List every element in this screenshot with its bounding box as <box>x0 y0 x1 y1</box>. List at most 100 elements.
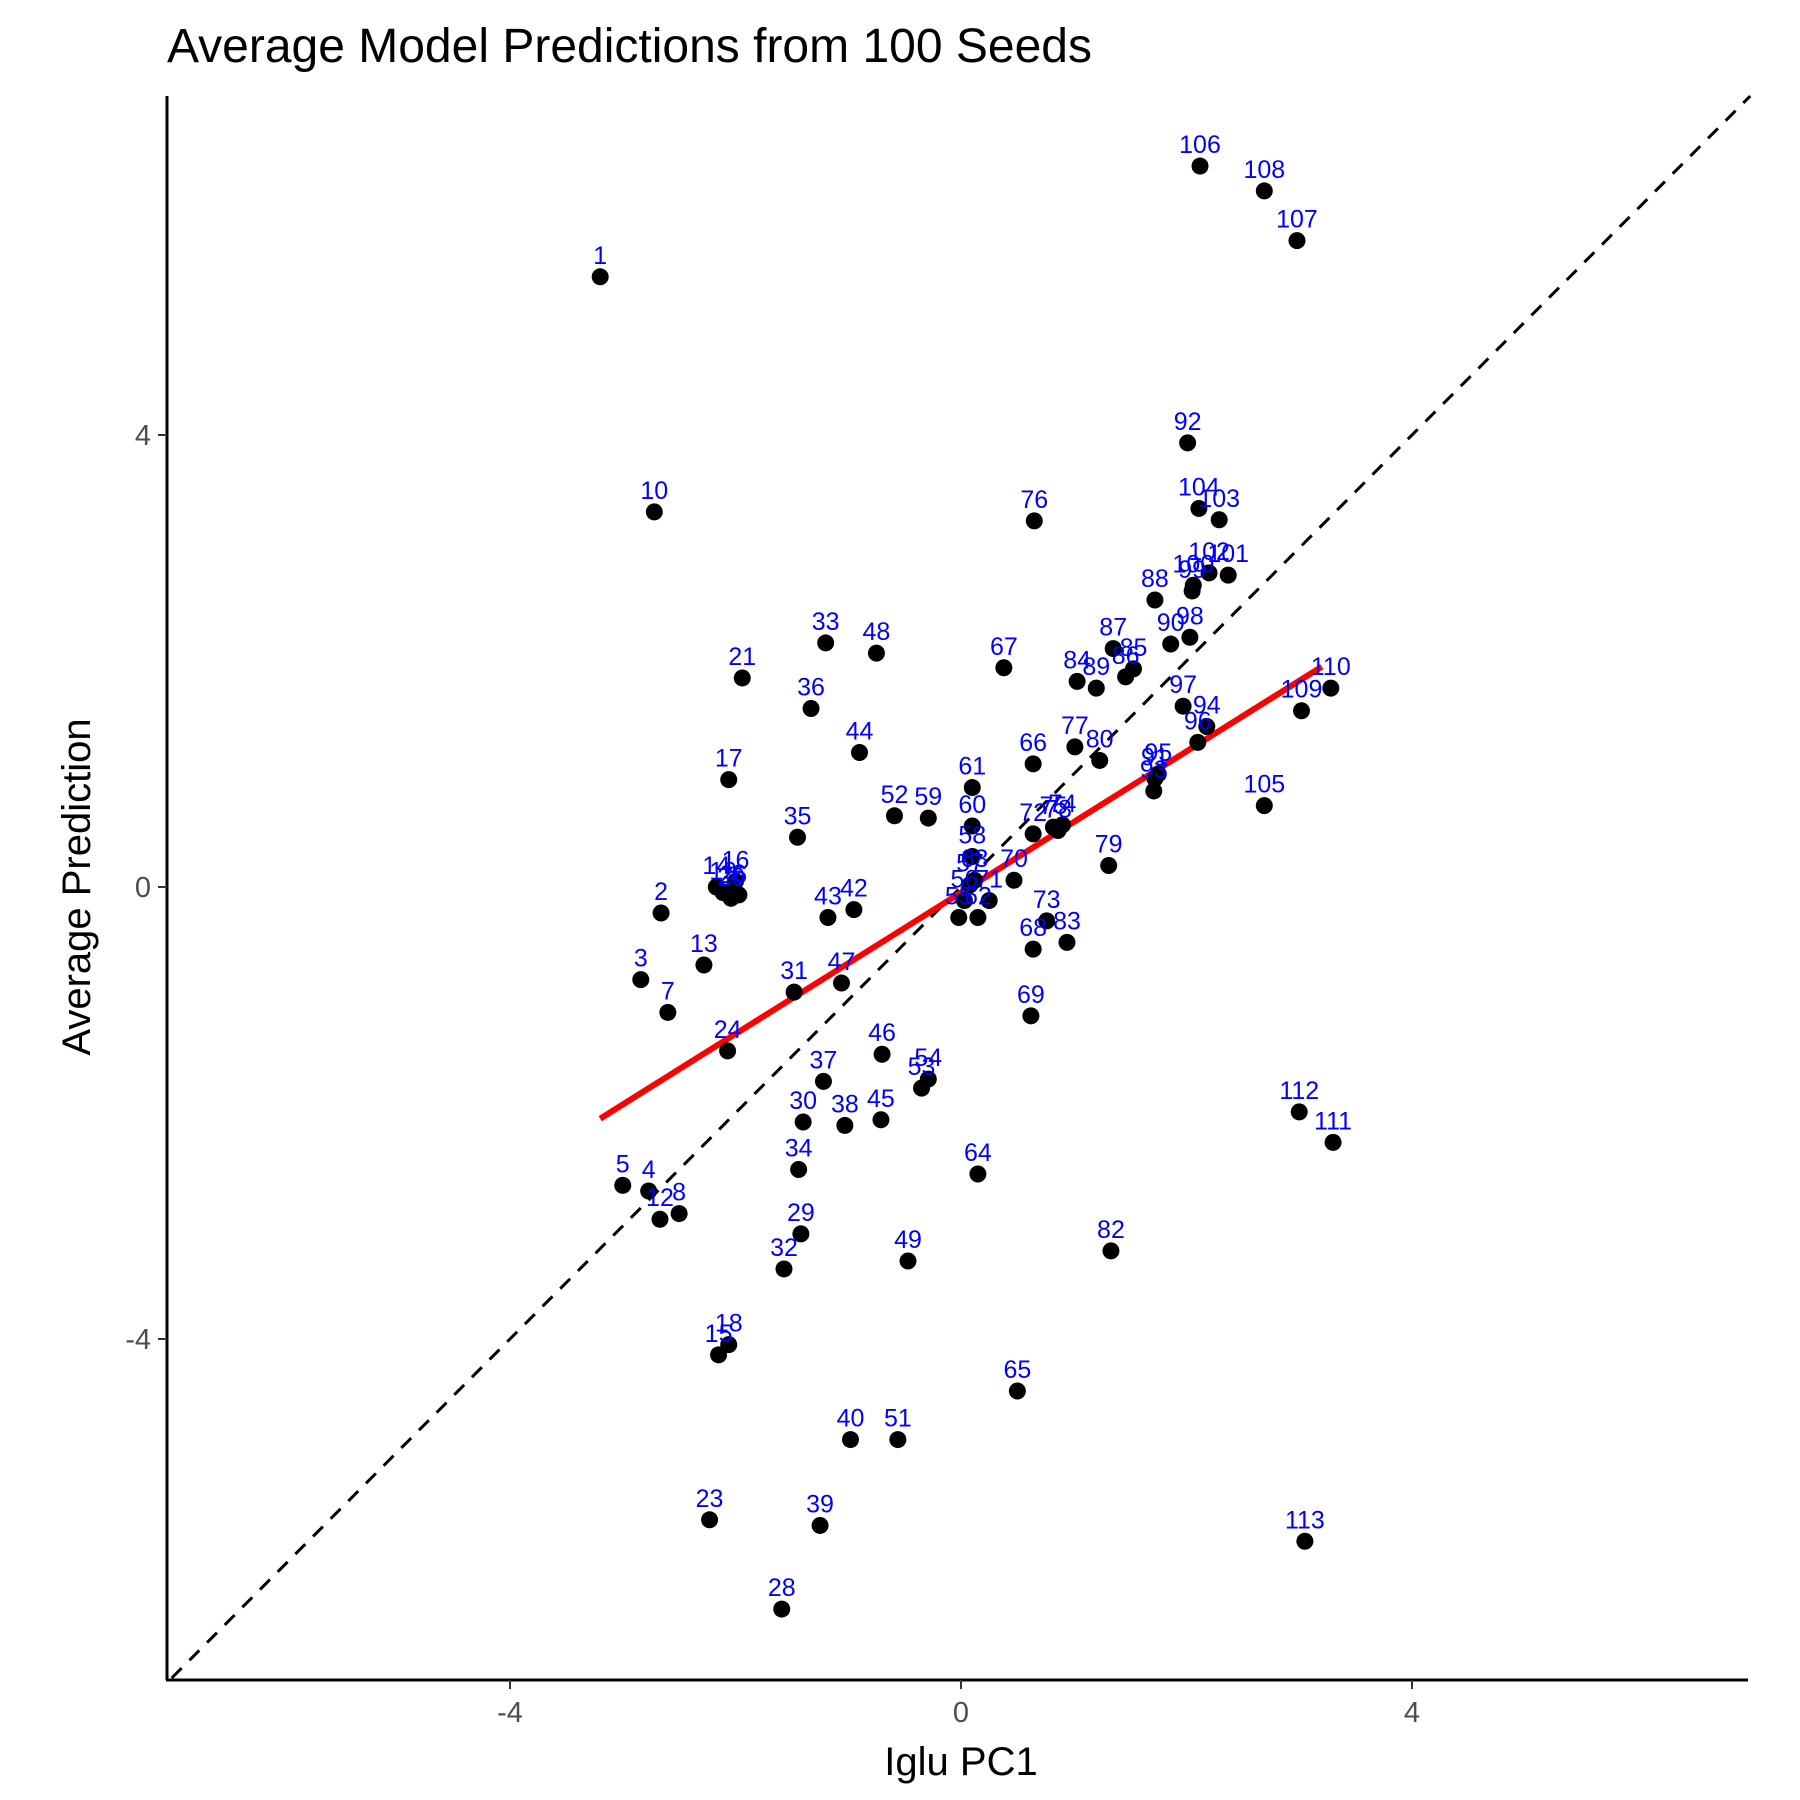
data-point <box>845 901 863 919</box>
point-label: 49 <box>894 1226 922 1254</box>
data-point <box>1100 857 1118 875</box>
data-point <box>1149 765 1167 783</box>
data-point <box>645 503 663 521</box>
data-point <box>1066 738 1084 756</box>
data-point <box>1058 933 1076 951</box>
point-label: 20 <box>717 863 745 891</box>
point-label: 2 <box>654 878 668 906</box>
point-label: 82 <box>1097 1216 1125 1244</box>
y-tick-label: -4 <box>125 1324 151 1356</box>
point-label: 18 <box>715 1310 743 1338</box>
point-label: 88 <box>1141 565 1169 593</box>
x-tick-label: -4 <box>497 1697 523 1729</box>
data-point <box>1146 591 1164 609</box>
point-label: 46 <box>868 1019 896 1047</box>
data-point <box>1025 512 1043 530</box>
points-layer <box>591 157 1342 1618</box>
data-point <box>1024 825 1042 843</box>
point-label: 99 <box>1178 556 1206 584</box>
point-label: 37 <box>810 1046 838 1074</box>
point-label: 79 <box>1095 831 1123 859</box>
data-point <box>819 909 837 927</box>
data-point <box>719 1042 737 1060</box>
data-point <box>1162 635 1180 653</box>
point-labels-layer: 1234567810121314151617181920212324262829… <box>593 131 1352 1602</box>
data-point <box>873 1045 891 1063</box>
data-point <box>1049 822 1067 839</box>
point-label: 12 <box>646 1184 674 1212</box>
data-point <box>832 974 850 992</box>
point-label: 56 <box>950 866 978 894</box>
data-point <box>789 828 807 846</box>
point-label: 45 <box>867 1085 895 1113</box>
point-label: 61 <box>958 753 986 781</box>
data-point <box>836 1116 854 1134</box>
point-label: 84 <box>1063 646 1091 674</box>
point-label: 54 <box>914 1044 942 1072</box>
data-point <box>1104 640 1122 658</box>
point-label: 96 <box>1184 707 1212 735</box>
data-point <box>1290 1103 1308 1121</box>
point-label: 106 <box>1179 131 1221 159</box>
x-tick-label: 0 <box>953 1697 969 1729</box>
data-point <box>817 634 835 652</box>
point-label: 87 <box>1099 614 1127 642</box>
point-label: 108 <box>1243 156 1285 184</box>
point-label: 111 <box>1314 1107 1352 1135</box>
data-point <box>1324 1133 1342 1151</box>
data-point <box>640 1182 658 1200</box>
data-point <box>720 771 738 789</box>
data-point <box>1181 628 1199 646</box>
point-label: 17 <box>715 745 743 773</box>
data-point <box>1005 871 1023 889</box>
point-label: 102 <box>1188 538 1230 566</box>
point-label: 26 <box>719 861 747 889</box>
data-point <box>614 1176 632 1194</box>
point-label: 68 <box>1019 914 1047 942</box>
point-label: 59 <box>914 783 942 811</box>
data-point <box>792 1225 810 1243</box>
point-label: 24 <box>714 1016 742 1044</box>
data-point <box>963 817 981 835</box>
point-label: 51 <box>884 1405 912 1433</box>
point-label: 70 <box>1000 845 1028 873</box>
data-point <box>632 971 650 989</box>
point-label: 13 <box>690 930 718 958</box>
point-label: 1 <box>593 242 607 270</box>
point-label: 35 <box>784 802 812 830</box>
data-point <box>814 1072 832 1090</box>
data-point <box>773 1600 791 1618</box>
point-label: 80 <box>1086 725 1114 753</box>
point-label: 109 <box>1281 676 1323 704</box>
point-label: 93 <box>1140 756 1168 784</box>
point-label: 7 <box>661 977 675 1005</box>
data-point <box>1293 702 1311 720</box>
point-label: 16 <box>722 846 750 874</box>
data-point <box>919 1070 937 1088</box>
point-label: 42 <box>840 875 868 903</box>
point-label: 38 <box>831 1090 859 1118</box>
point-label: 76 <box>1020 486 1048 514</box>
point-label: 90 <box>1157 609 1185 637</box>
data-point <box>1255 182 1273 200</box>
data-point <box>1210 511 1228 529</box>
data-point <box>966 871 984 889</box>
data-point <box>701 1511 719 1529</box>
point-label: 64 <box>964 1139 992 1167</box>
point-label: 23 <box>696 1485 724 1513</box>
point-label: 34 <box>785 1135 813 1163</box>
data-point <box>733 669 751 687</box>
data-point <box>727 872 744 890</box>
data-point <box>1255 797 1273 815</box>
point-label: 32 <box>770 1234 798 1262</box>
y-tick-label: 4 <box>135 420 151 452</box>
point-label: 77 <box>1061 712 1089 740</box>
data-point <box>963 779 981 797</box>
data-point <box>591 268 609 286</box>
data-point <box>1145 782 1163 800</box>
point-label: 21 <box>728 643 756 671</box>
point-label: 78 <box>1044 796 1072 824</box>
data-point <box>963 847 981 865</box>
